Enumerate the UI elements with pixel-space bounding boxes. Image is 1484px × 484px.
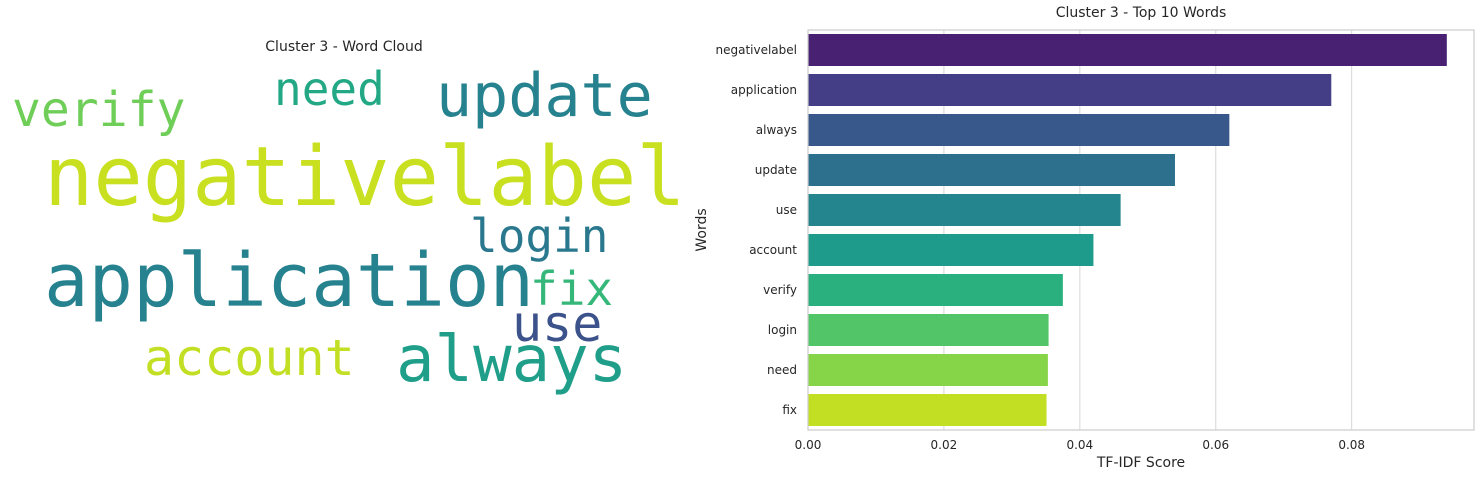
y-tick-label: login (768, 323, 797, 337)
wordcloud-word: verify (12, 82, 185, 138)
x-tick-label: 0.04 (1066, 438, 1093, 452)
bar (808, 74, 1332, 106)
bar (808, 34, 1447, 66)
y-tick-label: fix (782, 403, 797, 417)
x-axis-label: TF-IDF Score (1096, 455, 1185, 471)
wordcloud-word: negativelabel (44, 130, 686, 225)
x-tick-label: 0.08 (1338, 438, 1365, 452)
bar (808, 354, 1048, 386)
wordcloud-word: fix (530, 262, 613, 316)
y-tick-label: negativelabel (715, 43, 797, 57)
x-tick-label: 0.02 (931, 438, 958, 452)
bar (808, 274, 1063, 306)
bar (808, 194, 1121, 226)
y-axis-label: Words (694, 208, 710, 251)
bar (808, 154, 1175, 186)
wordcloud-word: use (512, 295, 602, 353)
y-tick-label: always (756, 123, 797, 137)
wordcloud-word: application (44, 238, 534, 324)
bar-chart-title: Cluster 3 - Top 10 Words (1055, 5, 1227, 21)
y-tick-label: account (749, 243, 797, 257)
y-tick-label: use (776, 203, 797, 217)
y-tick-label: application (731, 83, 797, 97)
wordcloud-word: update (436, 61, 653, 131)
bar (808, 394, 1047, 426)
x-tick-label: 0.00 (795, 438, 822, 452)
wordcloud-word: account (144, 329, 355, 387)
y-tick-label: update (755, 163, 797, 177)
y-tick-label: need (767, 363, 797, 377)
wordcloud-word: login (470, 209, 608, 263)
wordcloud-title: Cluster 3 - Word Cloud (265, 39, 423, 55)
x-tick-label: 0.06 (1202, 438, 1229, 452)
plot-frame (807, 29, 1475, 431)
y-tick-label: verify (763, 283, 797, 297)
bar (808, 314, 1049, 346)
wordcloud-word: need (274, 62, 385, 116)
wordcloud-word: always (396, 323, 627, 397)
bar (808, 114, 1230, 146)
bar (808, 234, 1094, 266)
